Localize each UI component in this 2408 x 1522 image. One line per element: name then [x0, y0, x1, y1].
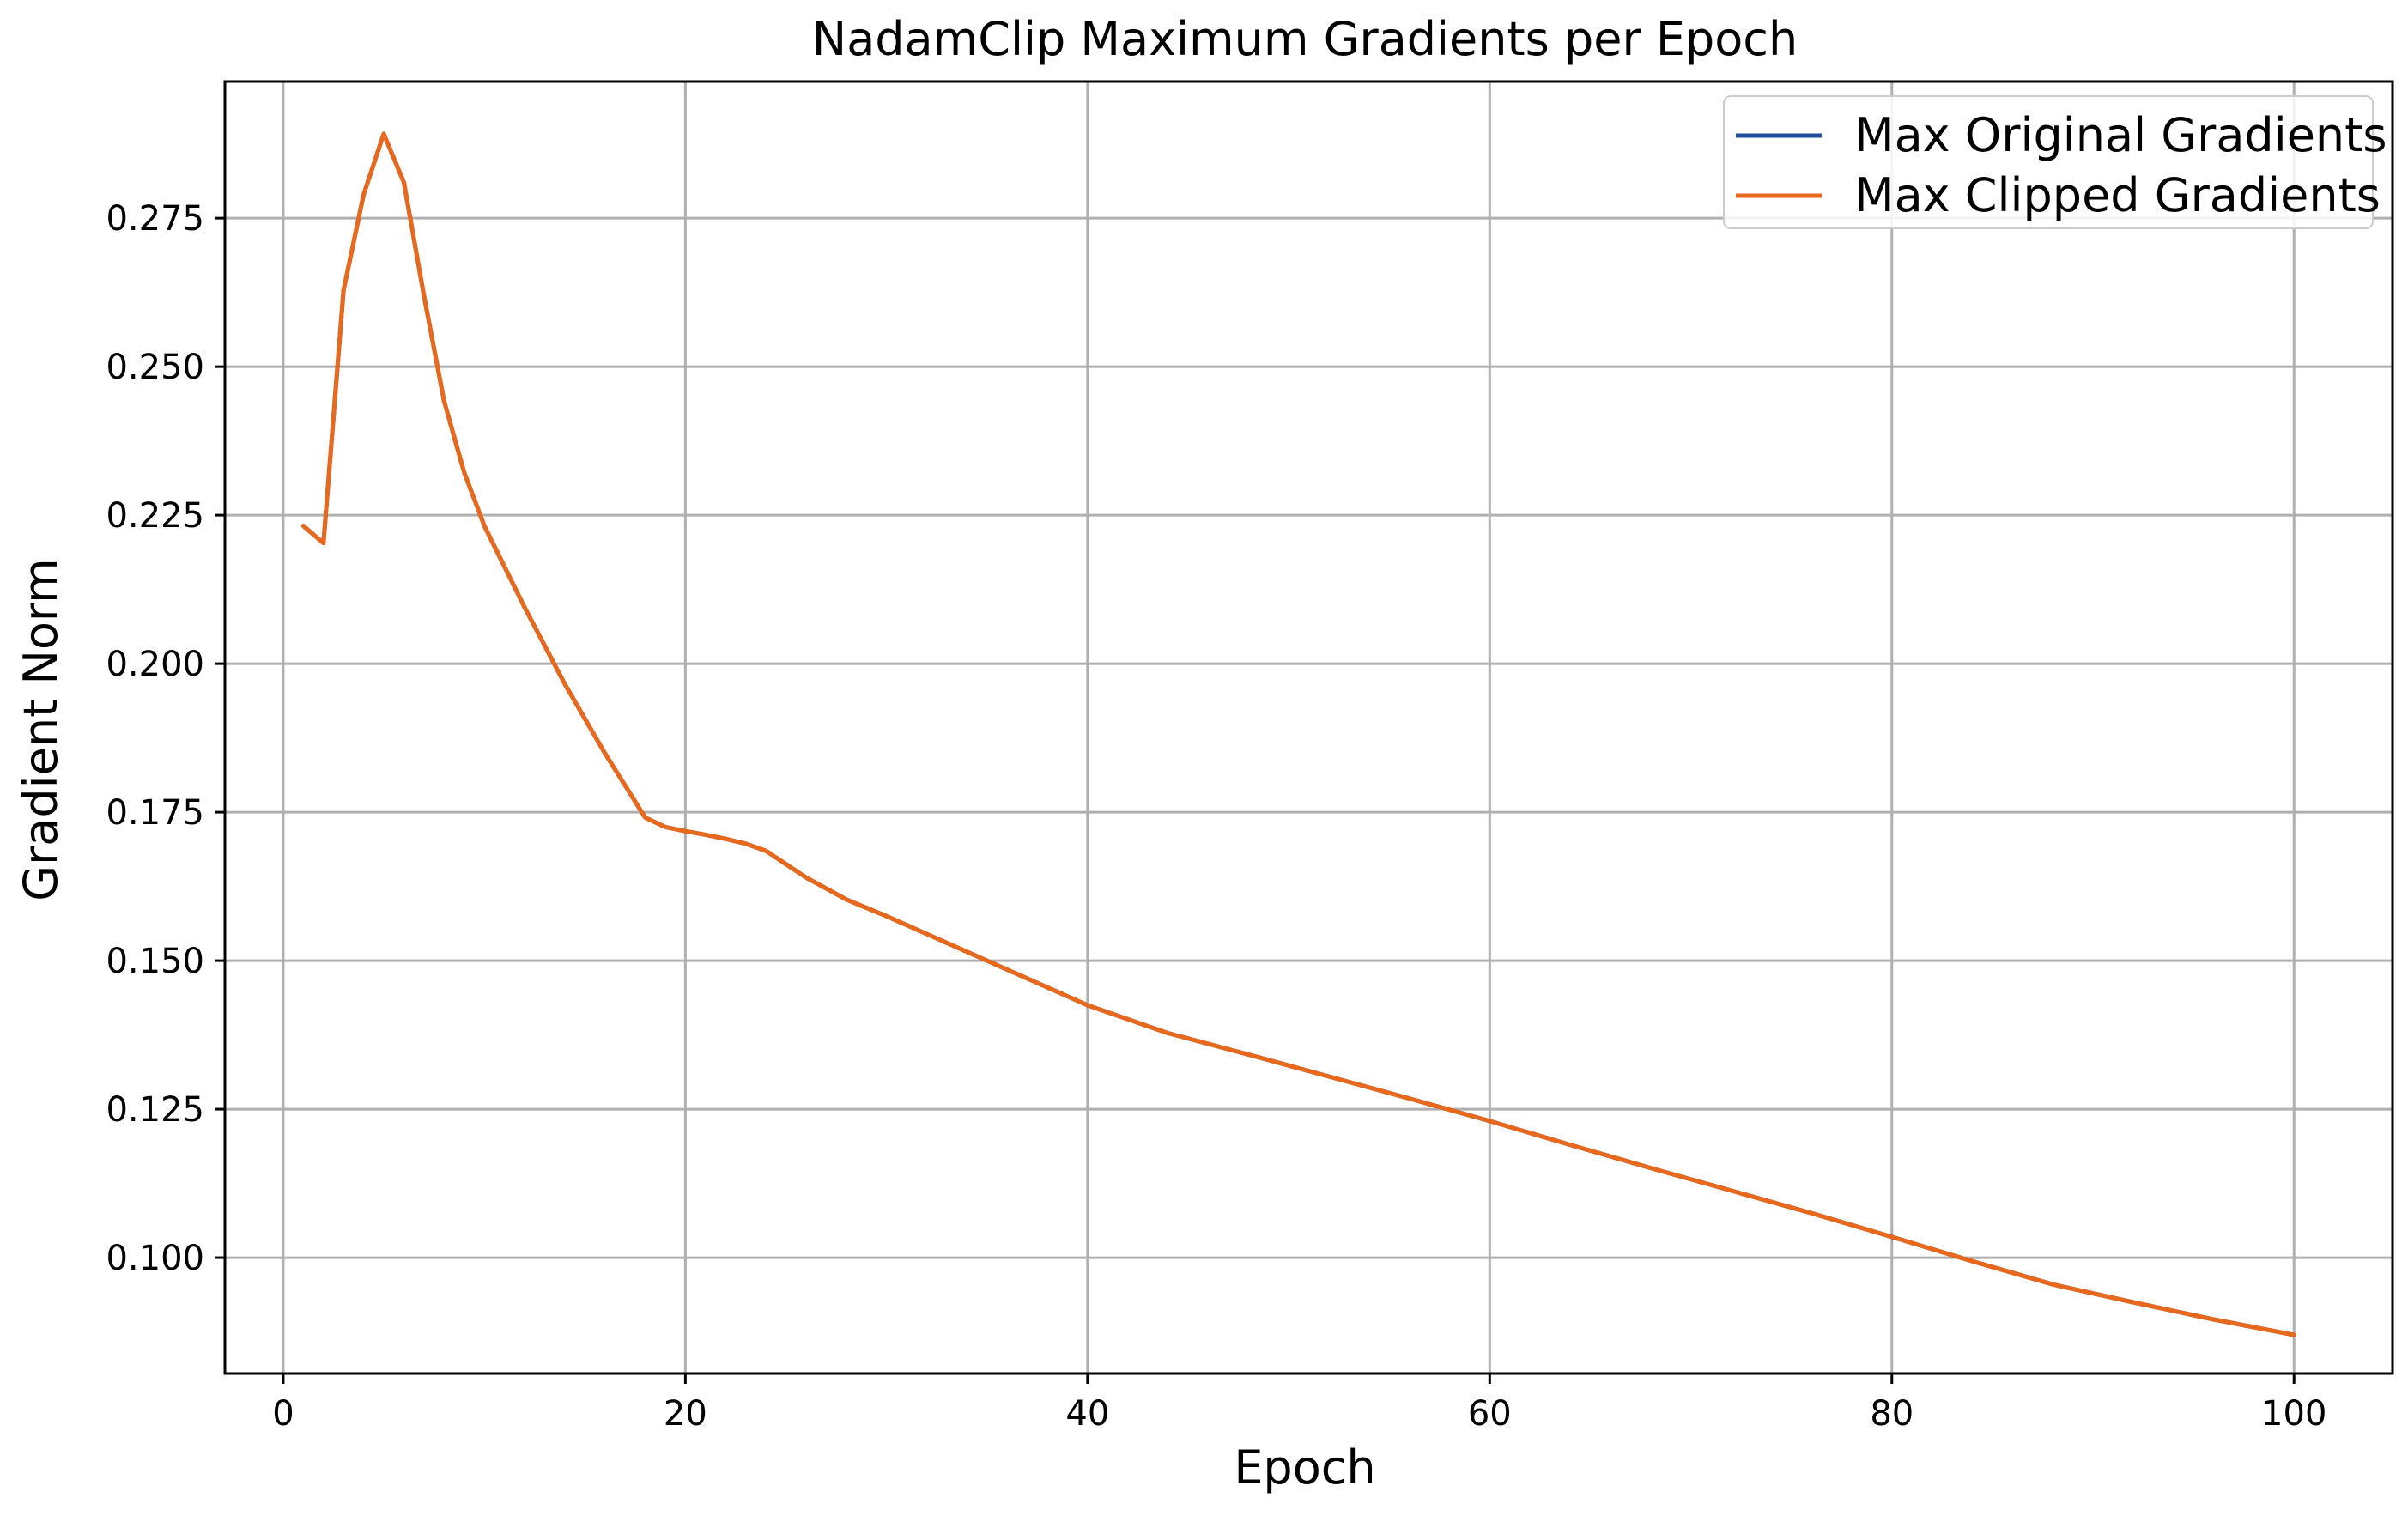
y-tick-label: 0.250 [106, 348, 204, 387]
x-tick-label: 60 [1468, 1394, 1512, 1434]
x-tick-label: 100 [2261, 1394, 2326, 1434]
y-tick-label: 0.200 [106, 645, 204, 684]
x-tick-label: 20 [664, 1394, 707, 1434]
x-axis-label: Epoch [1234, 1440, 1375, 1495]
legend-label-max-original-gradients: Max Original Gradients [1854, 108, 2387, 162]
y-tick-label: 0.175 [106, 793, 204, 833]
grid-lines [225, 82, 2393, 1373]
y-tick-label: 0.275 [106, 199, 204, 239]
plot-area-frame [223, 80, 2394, 1375]
chart-title: NadamClip Maximum Gradients per Epoch [812, 12, 1798, 66]
x-tick-label: 80 [1870, 1394, 1914, 1434]
legend-box [1723, 95, 2374, 229]
y-tick-label: 0.100 [106, 1239, 204, 1278]
x-tick-label: 0 [272, 1394, 294, 1434]
y-tick-label: 0.150 [106, 942, 204, 981]
y-tick-label: 0.225 [106, 496, 204, 536]
x-tick-label: 40 [1065, 1394, 1109, 1434]
chart-legend: Max Original Gradients Max Clipped Gradi… [1723, 95, 2387, 229]
legend-label-max-clipped-gradients: Max Clipped Gradients [1854, 168, 2381, 222]
plot-series [300, 131, 2296, 1337]
series-line-max-clipped-gradients [300, 131, 2296, 1337]
x-axis-ticks: 0 20 40 60 80 100 [272, 1373, 2326, 1434]
y-axis-ticks: 0.100 0.125 0.150 0.175 0.200 0.225 0.250 0.275 [106, 199, 225, 1278]
y-axis-label: Gradient Norm [14, 558, 68, 901]
y-tick-label: 0.125 [106, 1090, 204, 1130]
